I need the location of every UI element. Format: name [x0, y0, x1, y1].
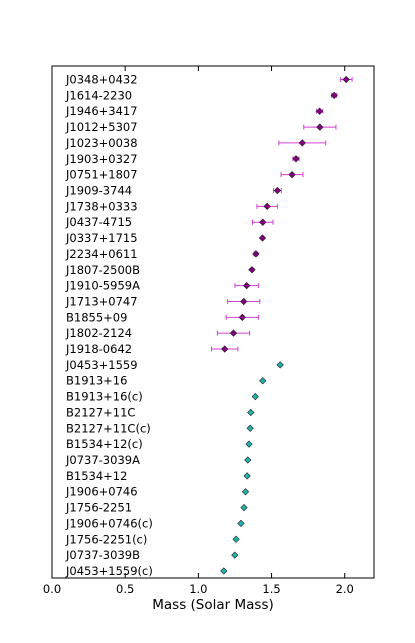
row-label: J1802-2124	[65, 326, 132, 340]
row-label: J1756-2251	[65, 501, 132, 515]
row-label: J0751+1807	[65, 168, 138, 182]
row-label: J0737-3039A	[65, 453, 140, 467]
x-tick-label: 2.0	[336, 582, 354, 596]
row-label: J1756-2251(c)	[65, 532, 147, 546]
data-point	[258, 234, 267, 242]
data-point	[298, 139, 306, 147]
row-label: B2127+11C	[66, 405, 135, 419]
data-point	[259, 218, 267, 226]
row-label: B1534+12	[66, 469, 127, 483]
data-point	[248, 266, 256, 274]
data-point	[342, 75, 350, 84]
data-point	[237, 519, 245, 528]
data-point	[288, 171, 296, 179]
row-label: J0453+1559	[65, 358, 138, 372]
row-label: J0453+1559(c)	[65, 564, 153, 578]
data-point	[273, 186, 282, 195]
data-point	[221, 345, 229, 353]
row-label: J1946+3417	[65, 104, 138, 118]
row-label: J0348+0432	[65, 73, 138, 87]
x-tick-label: 0.5	[116, 582, 134, 596]
x-tick-label: 1.5	[262, 582, 280, 596]
row-label: J2234+0611	[65, 247, 138, 261]
row-label: J0737-3039B	[65, 548, 140, 562]
row-label: B1534+12(c)	[66, 437, 143, 451]
data-markers	[220, 75, 350, 575]
row-label: J0437-4715	[65, 215, 132, 229]
row-label: J1023+0038	[65, 136, 138, 150]
data-point	[241, 488, 250, 496]
data-point	[220, 567, 228, 575]
row-label: J1906+0746(c)	[65, 516, 153, 530]
data-point	[243, 472, 251, 480]
data-point	[330, 91, 338, 99]
data-point	[263, 202, 271, 210]
row-label: J1918-0642	[65, 342, 132, 356]
row-label: B1913+16(c)	[66, 390, 143, 404]
data-point	[244, 456, 252, 464]
row-label: J1012+5307	[65, 120, 138, 134]
row-label: J1906+0746	[65, 485, 138, 499]
row-label: J1738+0333	[65, 199, 138, 213]
row-label: J0337+1715	[65, 231, 138, 245]
data-point	[259, 377, 267, 385]
x-tick-label: 1.0	[189, 582, 207, 596]
row-label: B1855+09	[66, 310, 127, 324]
data-point	[240, 297, 248, 306]
data-point	[247, 408, 255, 417]
x-tick-label: 0.0	[43, 582, 61, 596]
data-point	[246, 424, 254, 432]
data-point	[232, 535, 240, 543]
data-point	[315, 107, 324, 115]
data-point	[245, 440, 253, 448]
x-axis-title: Mass (Solar Mass)	[152, 597, 274, 613]
data-point	[252, 250, 260, 258]
row-label: J1910-5959A	[65, 279, 140, 293]
row-label: J1909-3744	[65, 183, 132, 197]
data-point	[276, 361, 284, 369]
row-label: J1614-2230	[65, 88, 132, 102]
data-point	[251, 392, 259, 401]
row-label: B1913+16	[66, 374, 127, 388]
row-label: J1903+0327	[65, 152, 138, 166]
plot-frame	[51, 65, 375, 579]
data-point	[238, 313, 246, 321]
row-label: J1713+0747	[65, 294, 138, 308]
data-point	[240, 503, 248, 512]
data-point	[316, 123, 324, 131]
row-label: B2127+11C(c)	[66, 421, 151, 435]
row-label: J1807-2500B	[65, 263, 140, 277]
data-point	[292, 155, 300, 163]
x-ticks: 0.0 0.5 1.0 1.5 2.0	[43, 66, 354, 596]
data-point	[231, 551, 239, 559]
error-bars	[211, 77, 353, 352]
data-point	[243, 281, 251, 290]
data-point	[229, 329, 238, 337]
